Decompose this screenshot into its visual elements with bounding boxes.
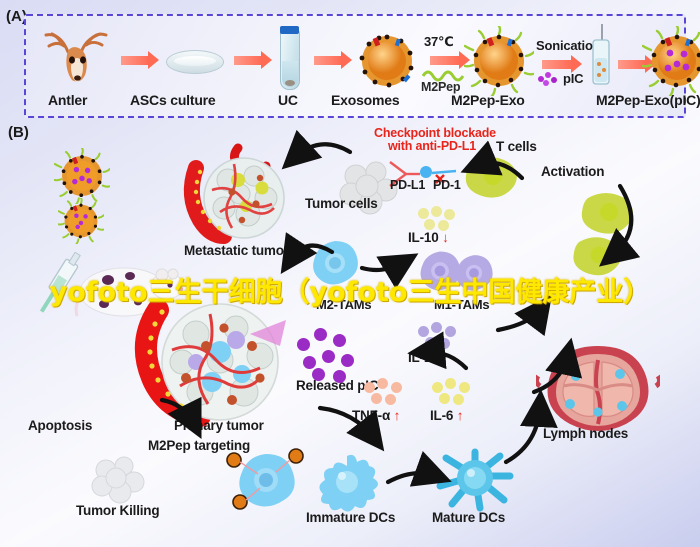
label-m2pep-targeting: M2Pep targeting [148, 438, 251, 453]
pic-dot-cluster-icon [538, 72, 560, 86]
t-cell-icon-2 [576, 188, 638, 236]
il-6-dot-cluster-icon [432, 378, 474, 406]
label-m2-tams: M2-TAMs [316, 297, 372, 312]
checkpoint-blockade-line1: Checkpoint blockade [374, 126, 496, 140]
il-12-direction-arrow: ↑ [442, 350, 449, 365]
condition-sonication: Sonication [536, 38, 601, 53]
m2pep-squiggle-icon [421, 68, 468, 87]
arrow-culture-to-uc [234, 51, 272, 69]
il-6-direction-arrow: ↑ [456, 408, 464, 423]
il-10-dot-cluster-icon [418, 206, 458, 232]
panel-a-tag: (A) [6, 8, 27, 25]
il-10-direction-arrow: ↓ [442, 230, 449, 245]
checkpoint-blockade-line2: with anti-PD-L1 [388, 139, 476, 153]
metastatic-tumor-illustration [176, 142, 296, 254]
condition-temperature: 37℃ [424, 34, 454, 49]
il-6-name: IL-6 [430, 408, 454, 423]
immature-dc-icon [310, 452, 384, 514]
label-apoptosis: Apoptosis [28, 418, 93, 433]
tumor-killing-illustration [86, 452, 150, 508]
panel-b-tag: (B) [8, 124, 29, 141]
step-label-ascs-culture: ASCs culture [130, 92, 216, 108]
il-12-dot-cluster-icon [418, 322, 460, 350]
tnf-alpha-dot-cluster-icon [364, 378, 406, 406]
free-exosome-icon-1 [53, 146, 112, 206]
sonication-tube-icon [586, 24, 616, 90]
released-pic-dot-cluster-icon [297, 328, 359, 383]
arrow-uc-to-exosomes [314, 51, 352, 69]
m1-tam-icon-2 [452, 252, 496, 294]
mature-dc-icon [434, 446, 516, 514]
watermark-text: yofoto三生干细胞（yofoto三生中国健康产业） [49, 277, 651, 308]
tumor-cells-icon [334, 158, 400, 218]
tnf-alpha-name: TNF-α [352, 408, 391, 423]
label-pd-l1: PD-L1 [390, 178, 426, 192]
tnf-alpha-direction-arrow: ↑ [393, 408, 401, 423]
il-12-name: IL-12 [408, 350, 439, 365]
m2pep-exosome-pic-icon [641, 24, 700, 98]
step-label-antler: Antler [48, 92, 88, 108]
step-label-m2pep-exo: M2Pep-Exo [451, 92, 525, 108]
label-m1-tams: M1-TAMs [434, 297, 490, 312]
condition-pic: pIC [563, 71, 584, 86]
label-lymph-nodes: Lymph nodes [543, 426, 629, 441]
label-primary-tumor: Primary tumor [174, 418, 264, 433]
mouse-icon [74, 258, 184, 324]
free-exosome-icon-2 [57, 197, 105, 245]
m1-tam-icon-1 [416, 248, 464, 294]
label-il-6: IL-6 ↑ [430, 408, 464, 423]
label-released-pic: Released pIC [296, 378, 379, 393]
step-label-uc: UC [278, 92, 298, 108]
label-tumor-cells: Tumor cells [305, 196, 378, 211]
step-label-exosomes: Exosomes [331, 92, 400, 108]
label-immature-dcs: Immature DCs [306, 510, 396, 525]
centrifuge-tube-icon [279, 26, 300, 90]
pd-l1-pd-1-interaction-icon [386, 158, 478, 190]
condition-m2pep: M2Pep [421, 80, 461, 94]
m2pep-targeting-macrophage-icon [226, 448, 304, 510]
label-il-12: IL-12 ↑ [408, 350, 449, 365]
il-10-name: IL-10 [408, 230, 439, 245]
arrow-antler-to-culture [121, 51, 159, 69]
t-cell-icon-1 [460, 152, 522, 200]
deer-antler-icon [38, 22, 116, 84]
label-tumor-killing: Tumor Killing [76, 503, 160, 518]
label-t-cells: T cells [496, 139, 537, 154]
arrow-m2pepexo-to-sonication [542, 55, 582, 73]
label-metastatic-tumor: Metastatic tumor [184, 243, 289, 258]
label-pd-1: PD-1 [433, 178, 461, 192]
label-activation: Activation [541, 164, 605, 179]
step-label-m2pep-exo-pic: M2Pep-Exo(pIC) [596, 92, 700, 108]
label-il-10: IL-10 ↓ [408, 230, 449, 245]
petri-dish-icon [166, 50, 224, 74]
arrow-exosomes-to-m2pepexo [430, 51, 470, 69]
primary-tumor-illustration [124, 299, 304, 430]
label-mature-dcs: Mature DCs [432, 510, 506, 525]
panel-a-box: 37℃ M2Pep [24, 14, 700, 118]
m2pep-exosome-icon [463, 24, 536, 98]
exosome-icon [356, 30, 418, 92]
lymph-node-illustration [533, 342, 663, 432]
label-tnf-alpha: TNF-α ↑ [352, 408, 400, 423]
syringe-icon [32, 251, 82, 322]
